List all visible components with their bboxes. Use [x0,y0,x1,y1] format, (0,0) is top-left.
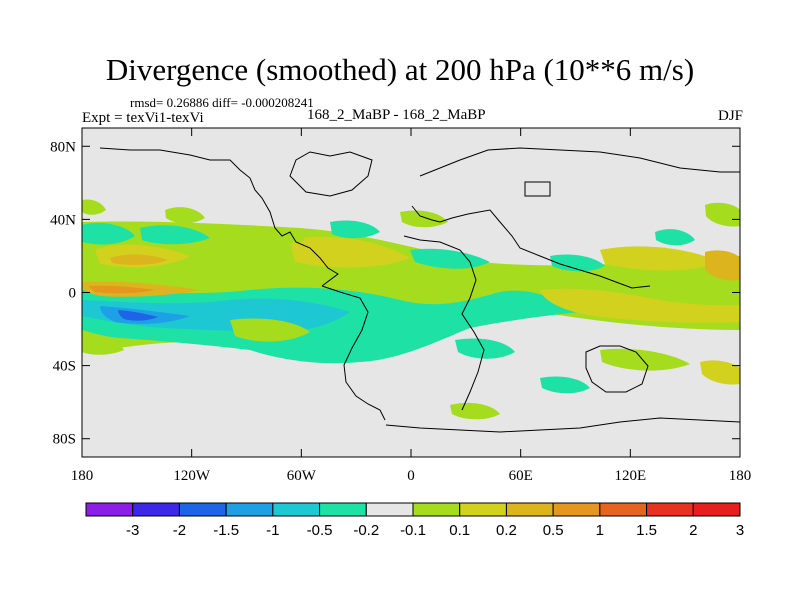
contour-positive-n40-4 [705,202,740,227]
colorbar-label: -2 [173,522,186,539]
lat-tick-label: 80S [53,432,76,448]
contour-positive-n40-5 [82,199,106,215]
colorbar-label: 0.5 [543,522,564,539]
divergence-field [82,199,740,420]
contour-negative-north-1 [82,222,135,245]
colorbar-label: 0.2 [496,522,517,539]
colorbar-swatch [412,502,461,517]
coast-north-america [99,147,339,287]
colorbar-swatch [85,502,134,517]
colorbar-swatch [505,502,554,517]
contour-positive-n40-2 [270,230,305,244]
colorbar-swatch [692,502,741,517]
colorbar-swatch [132,502,180,517]
colorbar: -3 -2 -1.5 -1 -0.5 -0.2 -0.1 0.1 0.2 0.5 1 1.5 2 3 [85,502,744,539]
contour-positive-south-5 [82,338,124,355]
contour-positive-south-3 [600,348,690,371]
coastlines [99,147,740,433]
lon-tick-label: 120W [173,468,211,484]
colorbar-swatch [599,502,648,517]
lon-tick-label: 180 [71,468,94,484]
plot-title: Divergence (smoothed) at 200 hPa (10**6 … [105,52,695,87]
colorbar-swatch [272,502,321,517]
colorbar-label: 0.1 [449,522,470,539]
colorbar-label: -3 [126,522,139,539]
coast-arctic-island [524,181,551,197]
colorbar-label: -0.2 [353,522,379,539]
contour-positive-north-5 [705,250,740,281]
lon-tick-label: 180 [729,468,752,484]
lat-tick-label: 80N [50,139,76,155]
coast-south-america [321,285,386,421]
contour-negative-north-2 [140,225,210,245]
colorbar-swatch [225,502,274,517]
stats-label: rmsd= 0.26886 diff= -0.000208241 [130,95,314,110]
contour-negative-north-3 [330,220,380,239]
colorbar-swatch [365,502,414,517]
contour-positive-south-1 [230,318,310,342]
colorbar-swatch [552,502,601,517]
contour-negative-peak-2 [118,310,158,321]
experiment-label: Expt = texVi1-texVi [82,110,204,126]
contour-positive-north-4 [600,246,720,271]
colorbar-label: 3 [736,522,744,539]
contour-positive-east [540,288,740,323]
lat-tick-label: 40S [53,359,76,375]
lon-tick-label: 60W [287,468,317,484]
contour-positive-north-3 [290,236,410,268]
coast-eurasia [411,147,740,289]
coast-antarctica [385,417,740,433]
contour-negative-south-2 [540,376,590,394]
contour-negative-north-4 [410,248,490,269]
comparison-label: 168_2_MaBP - 168_2_MaBP [307,107,486,123]
season-label: DJF [717,108,743,124]
contour-positive-n40-3 [400,210,448,228]
lon-tick-label: 0 [407,468,415,484]
lat-tick-label: 0 [69,286,77,302]
coast-africa [403,235,485,411]
colorbar-label: 2 [689,522,697,539]
contour-negative-north-5 [550,254,605,272]
colorbar-label: 1 [596,522,604,539]
colorbar-label: -0.1 [400,522,426,539]
colorbar-label: 1.5 [636,522,657,539]
lon-tick-label: 60E [509,468,533,484]
contour-positive-south-4 [700,360,740,385]
contour-positive-south-2 [450,402,500,420]
lat-tick-label: 40N [50,212,76,228]
contour-positive-streak-2 [88,285,155,294]
colorbar-swatch [319,502,367,517]
lon-tick-label: 120E [614,468,646,484]
contour-positive-n40-1 [165,207,205,224]
coast-greenland [289,151,373,197]
colorbar-swatch [178,502,227,517]
colorbar-label: -1.5 [213,522,239,539]
colorbar-label: -1 [266,522,279,539]
contour-negative-south-1 [455,338,515,359]
colorbar-swatch [646,502,694,517]
colorbar-swatch [459,502,507,517]
map-axes: 80N 40N 0 40S 80S 180 120W 60W 0 60E 120E 180 [50,128,751,484]
colorbar-label: -0.5 [307,522,333,539]
contour-positive-north-2 [110,254,168,265]
contour-negative-north-6 [655,229,695,246]
coast-australia [585,345,649,393]
